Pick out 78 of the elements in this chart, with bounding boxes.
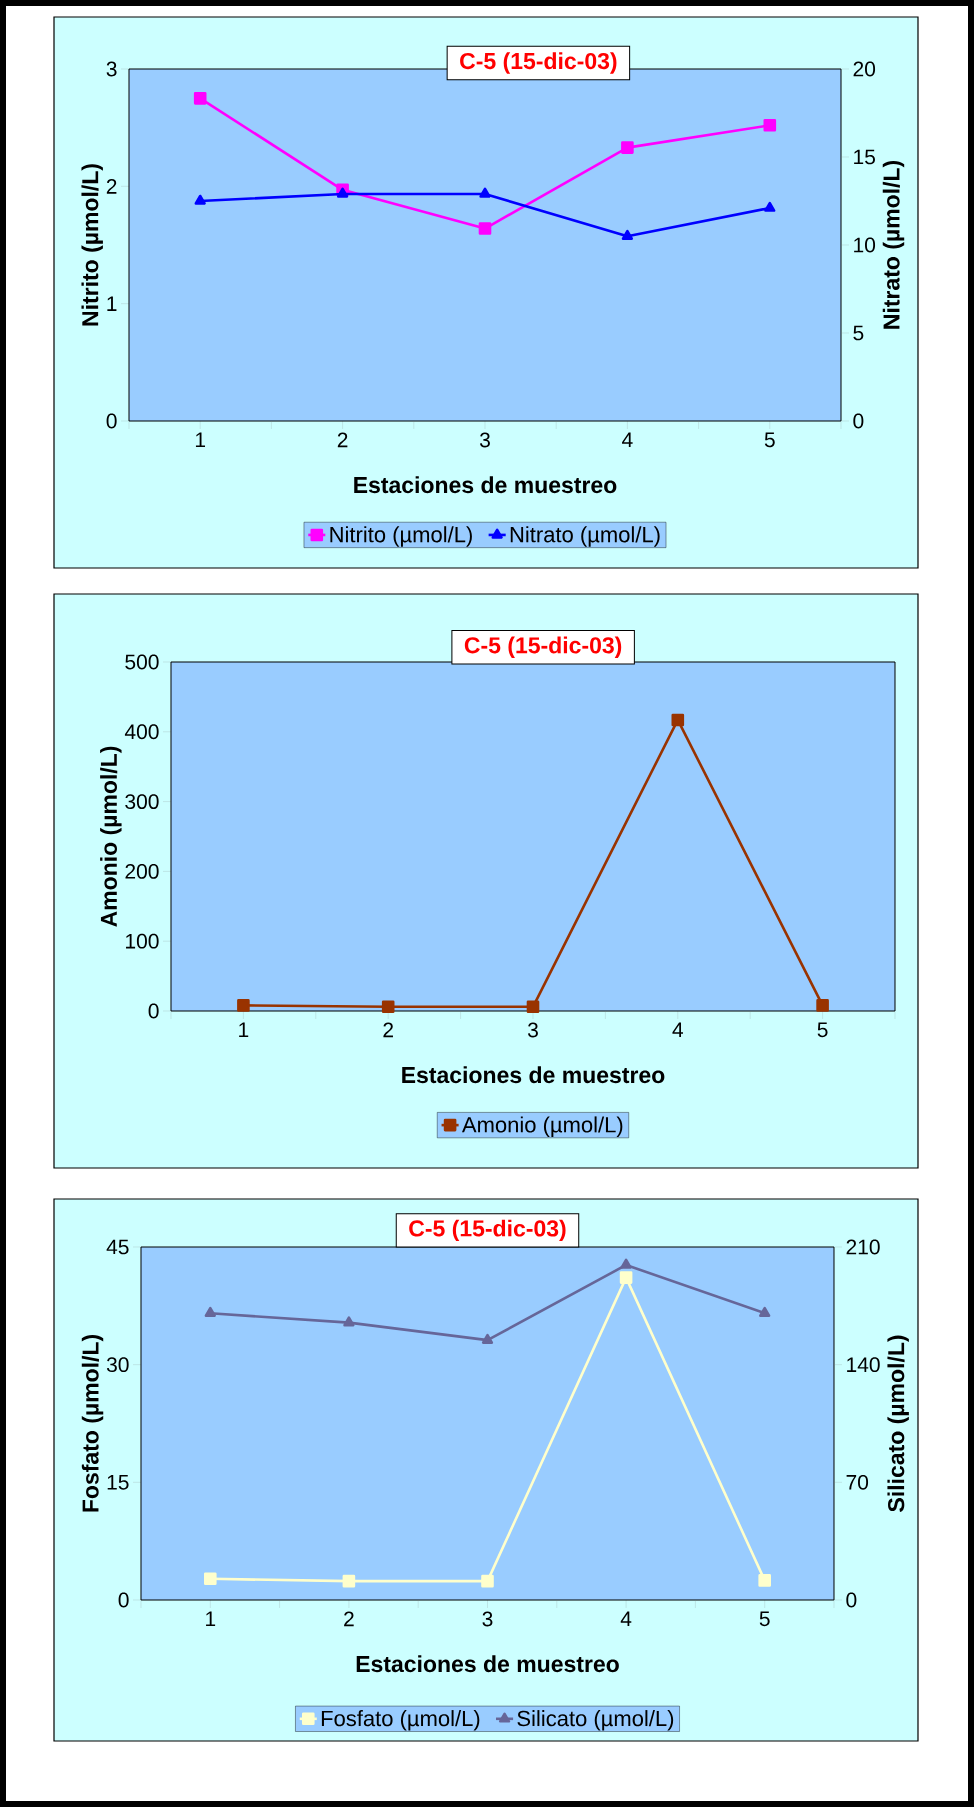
x-tick-label: 2 [344, 1611, 354, 1627]
point [671, 713, 685, 727]
y-axis-title: Fosfato (µmol/L) [81, 1334, 104, 1512]
y-tick-label: 15 [107, 1475, 129, 1490]
y-tick-label: 45 [106, 1239, 129, 1255]
x-tick-label: 4 [672, 1022, 684, 1037]
point [759, 1306, 771, 1318]
point [764, 201, 776, 212]
y2-tick-label: 210 [846, 1239, 880, 1255]
y-tick-label: 300 [125, 794, 159, 810]
y2-axis-title: Silicato (µmol/L) [887, 1335, 909, 1512]
point [481, 1574, 494, 1588]
point [758, 1574, 771, 1587]
y2-axis-title: Nitrato (µmol/L) [882, 160, 905, 329]
x-tick-label: 2 [383, 1022, 393, 1038]
x-axis-title: Estaciones de muestreo [354, 476, 617, 494]
x-tick-label: 3 [527, 1022, 538, 1038]
point [621, 141, 634, 154]
x-tick-label: 1 [206, 1611, 216, 1626]
point [479, 187, 491, 198]
point [193, 92, 207, 105]
y-tick-label: 3 [106, 61, 117, 77]
y2-tick-label: 70 [846, 1474, 869, 1490]
x-tick-label: 3 [482, 1611, 493, 1627]
y2-tick-label: 15 [854, 149, 875, 165]
point [336, 187, 349, 198]
point [481, 1333, 494, 1344]
point [763, 119, 777, 132]
point [194, 194, 206, 205]
x-tick-label: 5 [764, 432, 775, 448]
x-tick-label: 1 [195, 432, 206, 447]
x-tick-label: 5 [759, 1611, 770, 1627]
legend-label: Fosfato (µmol/L) [321, 1710, 480, 1731]
y2-tick-label: 5 [853, 325, 864, 341]
y-tick-label: 400 [124, 724, 159, 740]
x-axis-title: Estaciones de muestreo [356, 1655, 619, 1673]
point [621, 229, 634, 240]
point [619, 1271, 633, 1284]
point [343, 1316, 355, 1327]
x-tick-label: 1 [239, 1022, 249, 1037]
x-tick-label: 2 [337, 432, 348, 448]
point [204, 1306, 216, 1318]
y-tick-label: 200 [125, 863, 159, 879]
x-tick-label: 4 [622, 432, 633, 447]
y-axis-title: Amonio (µmol/L) [100, 746, 122, 927]
y-tick-label: 0 [118, 1592, 129, 1608]
y-tick-label: 0 [106, 413, 117, 429]
point [478, 222, 492, 235]
y-axis-title: Nitrito (µmol/L) [81, 164, 103, 326]
point [526, 1000, 540, 1014]
legend-label: Nitrato (µmol/L) [510, 526, 660, 547]
point [342, 1574, 356, 1588]
chart-title: C-5 (15-dic-03) [460, 52, 617, 74]
y-tick-label: 100 [126, 933, 159, 949]
y2-tick-label: 10 [854, 237, 876, 253]
legend-label: Nitrito (µmol/L) [330, 526, 472, 547]
x-tick-label: 3 [479, 432, 490, 448]
y-tick-label: 0 [148, 1003, 159, 1019]
y-tick-label: 2 [106, 178, 117, 194]
legend-label: Amonio (µmol/L) [461, 1116, 623, 1137]
y-tick-label: 1 [107, 296, 117, 311]
point [381, 1000, 395, 1014]
x-axis-title: Estaciones de muestreo [402, 1066, 665, 1084]
y-tick-label: 30 [106, 1357, 129, 1373]
x-tick-label: 4 [620, 1611, 632, 1626]
chart-title: C-5 (15-dic-03) [464, 636, 622, 658]
y2-tick-label: 20 [853, 61, 876, 77]
point [204, 1572, 217, 1586]
y-tick-label: 500 [125, 654, 159, 670]
x-tick-label: 5 [817, 1022, 828, 1038]
point [816, 999, 829, 1012]
y2-tick-label: 0 [853, 413, 864, 429]
point [620, 1258, 632, 1269]
point [237, 999, 250, 1012]
y2-tick-label: 140 [847, 1357, 880, 1373]
legend-label: Silicato (µmol/L) [517, 1710, 674, 1731]
chart-title: C-5 (15-dic-03) [409, 1219, 566, 1242]
y2-tick-label: 0 [846, 1592, 857, 1608]
